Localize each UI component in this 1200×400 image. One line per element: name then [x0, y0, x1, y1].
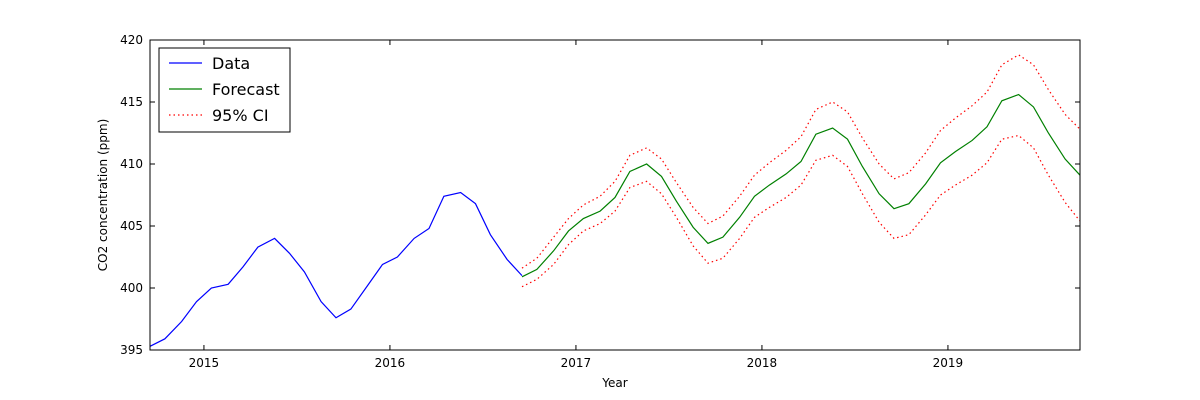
legend-label: Data — [212, 54, 250, 73]
series-line-forecast-1 — [521, 93, 1081, 278]
x-tick-label: 2016 — [375, 356, 406, 370]
series-line-95-ci-3 — [521, 134, 1081, 288]
y-axis: 395 400 405 410 415 420 — [120, 33, 1080, 357]
x-tick-label: 2019 — [933, 356, 964, 370]
legend-box — [158, 47, 291, 133]
x-tick-label: 2015 — [189, 356, 220, 370]
series-line-data-0 — [149, 191, 523, 347]
legend: Data Forecast 95% CI — [158, 47, 291, 133]
plot-frame — [149, 39, 1081, 351]
x-axis-label: Year — [601, 376, 627, 390]
series-layer — [149, 54, 1081, 347]
y-tick-label: 420 — [120, 33, 143, 47]
x-tick-label: 2018 — [747, 356, 778, 370]
y-tick-label: 400 — [120, 281, 143, 295]
x-axis: 2015 2016 2017 2018 2019 — [189, 40, 964, 370]
legend-label: Forecast — [212, 80, 280, 99]
legend-label: 95% CI — [212, 106, 269, 125]
y-tick-label: 410 — [120, 157, 143, 171]
y-tick-label: 395 — [120, 343, 143, 357]
y-tick-label: 405 — [120, 219, 143, 233]
y-axis-label: CO2 concentration (ppm) — [96, 119, 110, 271]
x-tick-label: 2017 — [561, 356, 592, 370]
y-tick-label: 415 — [120, 95, 143, 109]
